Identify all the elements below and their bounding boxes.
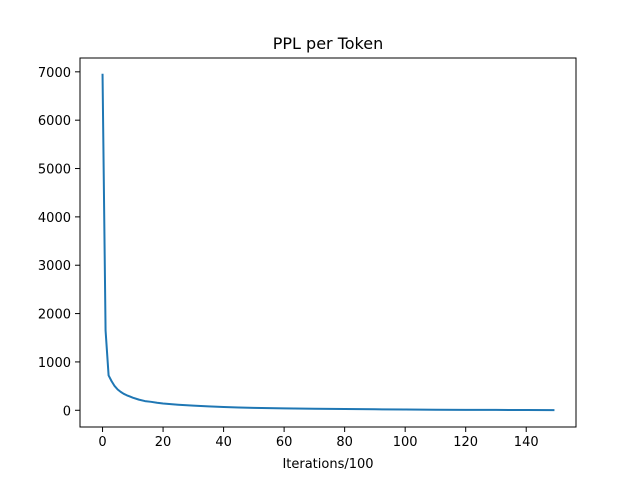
x-tick-label: 60 [276, 435, 293, 450]
y-tick-label: 5000 [38, 163, 71, 178]
y-tick-label: 2000 [38, 308, 71, 323]
series-line [101, 73, 555, 412]
chart-title: PPL per Token [273, 34, 383, 53]
y-tick-label: 7000 [38, 66, 71, 81]
x-tick-label: 0 [98, 435, 106, 450]
x-tick-label: 100 [393, 435, 418, 450]
plot-frame [79, 57, 577, 428]
x-tick-label: 40 [215, 435, 232, 450]
x-tick-label: 20 [155, 435, 172, 450]
x-axis-label: Iterations/100 [282, 457, 373, 472]
x-tick-label: 80 [336, 435, 353, 450]
y-tick-label: 1000 [38, 356, 71, 371]
x-tick-label: 120 [453, 435, 478, 450]
x-tick-label: 140 [514, 435, 539, 450]
y-tick-label: 6000 [38, 114, 71, 129]
y-tick-label: 4000 [38, 211, 71, 226]
y-tick-label: 0 [63, 404, 71, 419]
y-tick-label: 3000 [38, 259, 71, 274]
